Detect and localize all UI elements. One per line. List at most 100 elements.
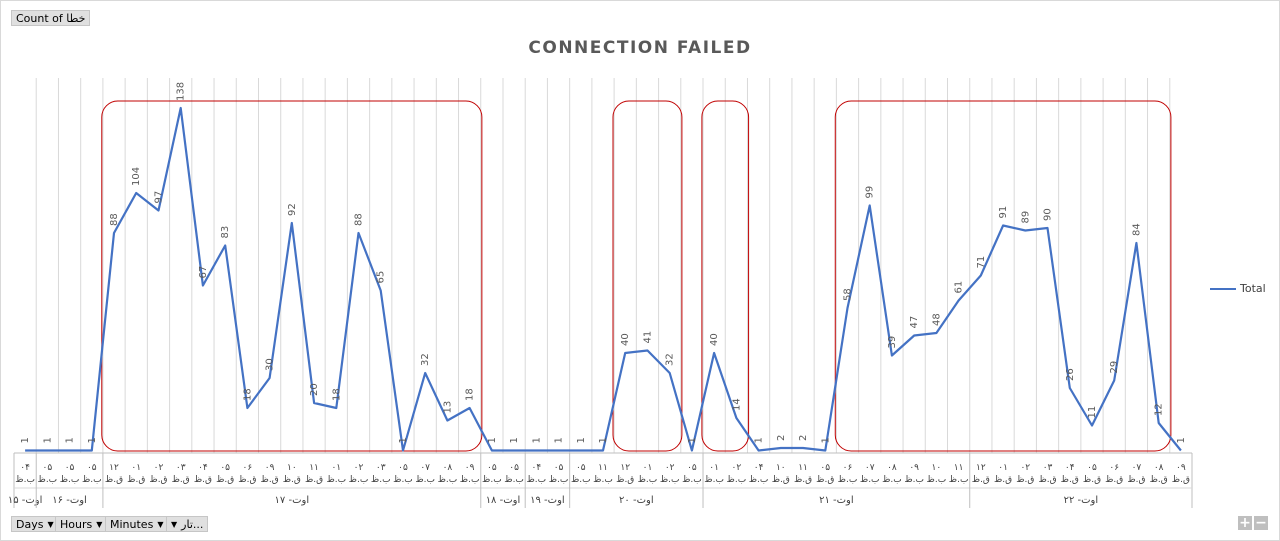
x-tick-period: ق.ظ: [972, 475, 990, 485]
x-tick-period: ب.ظ: [82, 475, 102, 485]
data-label: 39: [887, 336, 898, 349]
x-tick-period: ب.ظ: [393, 475, 413, 485]
data-label: 1: [509, 437, 520, 443]
collapse-minus-icon[interactable]: −: [1254, 515, 1268, 531]
x-tick-period: ق.ظ: [816, 475, 834, 485]
x-tick-hour: ۱۱: [309, 463, 319, 473]
x-tick-period: ق.ظ: [216, 475, 234, 485]
data-label: 65: [376, 271, 387, 284]
data-label: 1: [87, 437, 98, 443]
x-tick-period: ب.ظ: [704, 475, 724, 485]
x-tick-hour: ۱۲: [109, 463, 119, 473]
highlight-box: [834, 100, 1172, 452]
data-label: 104: [131, 167, 142, 186]
x-tick-period: ب.ظ: [749, 475, 769, 485]
date-group-labels: ۱۵ -اوت ۱۶ -اوت ۱۷ -اوت ۱۸ -اوت ۱۹ -اوت ۲۰ -ا…: [8, 453, 1098, 508]
x-tick-hour: ۰۹: [265, 463, 275, 473]
x-tick-period: ق.ظ: [105, 475, 123, 485]
x-tick-hour: ۰۵: [220, 463, 230, 473]
row-field-minutes-button[interactable]: Minutes ▼: [105, 516, 169, 532]
x-tick-period: ب.ظ: [526, 475, 546, 485]
data-label: 1: [820, 437, 831, 443]
x-tick-hour: ۰۵: [43, 463, 53, 473]
row-field-hours-button[interactable]: Hours ▼: [55, 516, 108, 532]
series-total-line: [25, 106, 1182, 452]
x-tick-hour: ۰۱: [643, 463, 653, 473]
x-tick-period: ب.ظ: [460, 475, 480, 485]
x-tick-period: ب.ظ: [38, 475, 58, 485]
data-label: 47: [909, 316, 920, 329]
x-tick-hour: ۰۲: [154, 463, 164, 473]
x-tick-period: ق.ظ: [794, 475, 812, 485]
x-tick-period: ب.ظ: [904, 475, 924, 485]
x-tick-hour: ۰۴: [1065, 463, 1075, 473]
data-label: 40: [620, 333, 631, 346]
x-tick-hour: ۱۱: [598, 463, 608, 473]
data-label: 61: [954, 281, 965, 294]
x-tick-hour: ۰۹: [1176, 463, 1186, 473]
x-tick-hour: ۱۱: [954, 463, 964, 473]
x-tick-period: ب.ظ: [593, 475, 613, 485]
data-label: 48: [931, 313, 942, 326]
x-tick-period: ب.ظ: [415, 475, 435, 485]
x-tick-hour: ۰۱: [131, 463, 141, 473]
x-tick-hour: ۰۲: [1020, 463, 1030, 473]
x-tick-labels: ۰۴ ب.ظ ۰۵ ب.ظ ۰۵ ب.ظ ۰۵ ب.ظ ۱۲ ق.ظ ۰۱ ق.ظ ۰۲ ق.ظ ۰۳ ق.ظ…: [15, 463, 1190, 485]
data-label: 32: [665, 353, 676, 366]
value-field-button[interactable]: Count of خطا: [11, 10, 91, 26]
x-tick-period: ق.ظ: [172, 475, 190, 485]
x-tick-hour: ۰۱: [998, 463, 1008, 473]
series-line: [25, 106, 1182, 452]
x-tick-hour: ۰۳: [1043, 463, 1053, 473]
x-tick-hour: ۰۵: [509, 463, 519, 473]
data-label: 1: [531, 437, 542, 443]
data-label: 18: [465, 388, 476, 401]
x-tick-period: ب.ظ: [371, 475, 391, 485]
x-tick-period: ق.ظ: [1105, 475, 1123, 485]
data-label: 26: [1065, 368, 1076, 381]
data-label: 29: [1109, 361, 1120, 374]
data-label: 90: [1043, 208, 1054, 221]
chart-title: CONNECTION FAILED: [528, 38, 752, 58]
data-label: 1: [687, 437, 698, 443]
x-tick-hour: ۱۲: [976, 463, 986, 473]
row-field-date-label: تار...: [181, 518, 204, 531]
highlight-box: [612, 100, 683, 452]
data-label: 1: [554, 437, 565, 443]
x-tick-hour: ۰۵: [487, 463, 497, 473]
data-label: 30: [265, 358, 276, 371]
x-tick-period: ق.ظ: [772, 475, 790, 485]
x-tick-hour: ۰۱: [709, 463, 719, 473]
row-field-date-button[interactable]: ▼ تار...: [166, 516, 209, 532]
highlight-box: [701, 100, 750, 452]
x-tick-period: ق.ظ: [261, 475, 279, 485]
date-group-label: ۲۲ -اوت: [1064, 495, 1099, 506]
data-label: 1: [398, 437, 409, 443]
data-label: 1: [598, 437, 609, 443]
x-tick-hour: ۰۵: [87, 463, 97, 473]
x-tick-hour: ۰۷: [865, 463, 875, 473]
data-label: 13: [442, 401, 453, 414]
x-tick-hour: ۰۹: [465, 463, 475, 473]
data-label: 83: [220, 226, 231, 239]
x-tick-period: ب.ظ: [504, 475, 524, 485]
x-tick-hour: ۱۰: [932, 463, 942, 473]
data-label: 18: [331, 388, 342, 401]
x-tick-period: ق.ظ: [1083, 475, 1101, 485]
expand-plus-icon[interactable]: +: [1238, 515, 1252, 531]
row-field-hours-label: Hours: [60, 518, 93, 531]
data-label: 71: [976, 256, 987, 269]
x-tick-period: ق.ظ: [283, 475, 301, 485]
x-tick-hour: ۰۵: [65, 463, 75, 473]
data-label: 92: [287, 203, 298, 216]
row-field-days-button[interactable]: Days ▼: [11, 516, 59, 532]
data-label: 58: [842, 288, 853, 301]
data-label: 2: [798, 435, 809, 441]
x-tick-hour: ۰۲: [732, 463, 742, 473]
dropdown-arrow-icon: ▼: [171, 520, 178, 529]
x-tick-period: ب.ظ: [549, 475, 569, 485]
x-tick-hour: ۰۵: [554, 463, 564, 473]
date-group-label: ۱۵ -اوت: [8, 495, 43, 506]
x-tick-period: ق.ظ: [149, 475, 167, 485]
